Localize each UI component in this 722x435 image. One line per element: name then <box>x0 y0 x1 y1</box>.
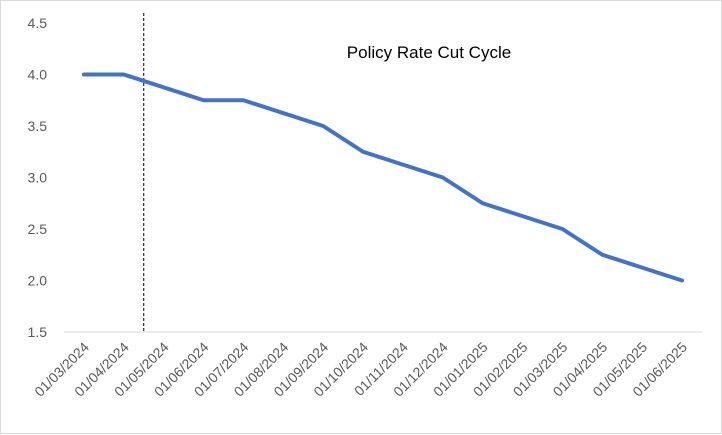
series-group <box>84 74 682 280</box>
y-tick-label: 4.0 <box>28 67 48 83</box>
y-tick-label: 3.5 <box>28 118 48 134</box>
y-tick-label: 4.5 <box>28 15 48 31</box>
y-tick-label: 1.5 <box>28 324 48 340</box>
series-line <box>84 75 682 281</box>
y-axis: 1.5 2.0 2.5 3.0 3.5 4.0 4.5 <box>28 15 48 340</box>
y-tick-label: 3.0 <box>28 170 48 186</box>
chart-title: Policy Rate Cut Cycle <box>347 43 511 62</box>
x-axis: 01/03/202401/04/202401/05/202401/06/2024… <box>31 332 702 400</box>
y-tick-label: 2.5 <box>28 221 48 237</box>
y-tick-label: 2.0 <box>28 273 48 289</box>
